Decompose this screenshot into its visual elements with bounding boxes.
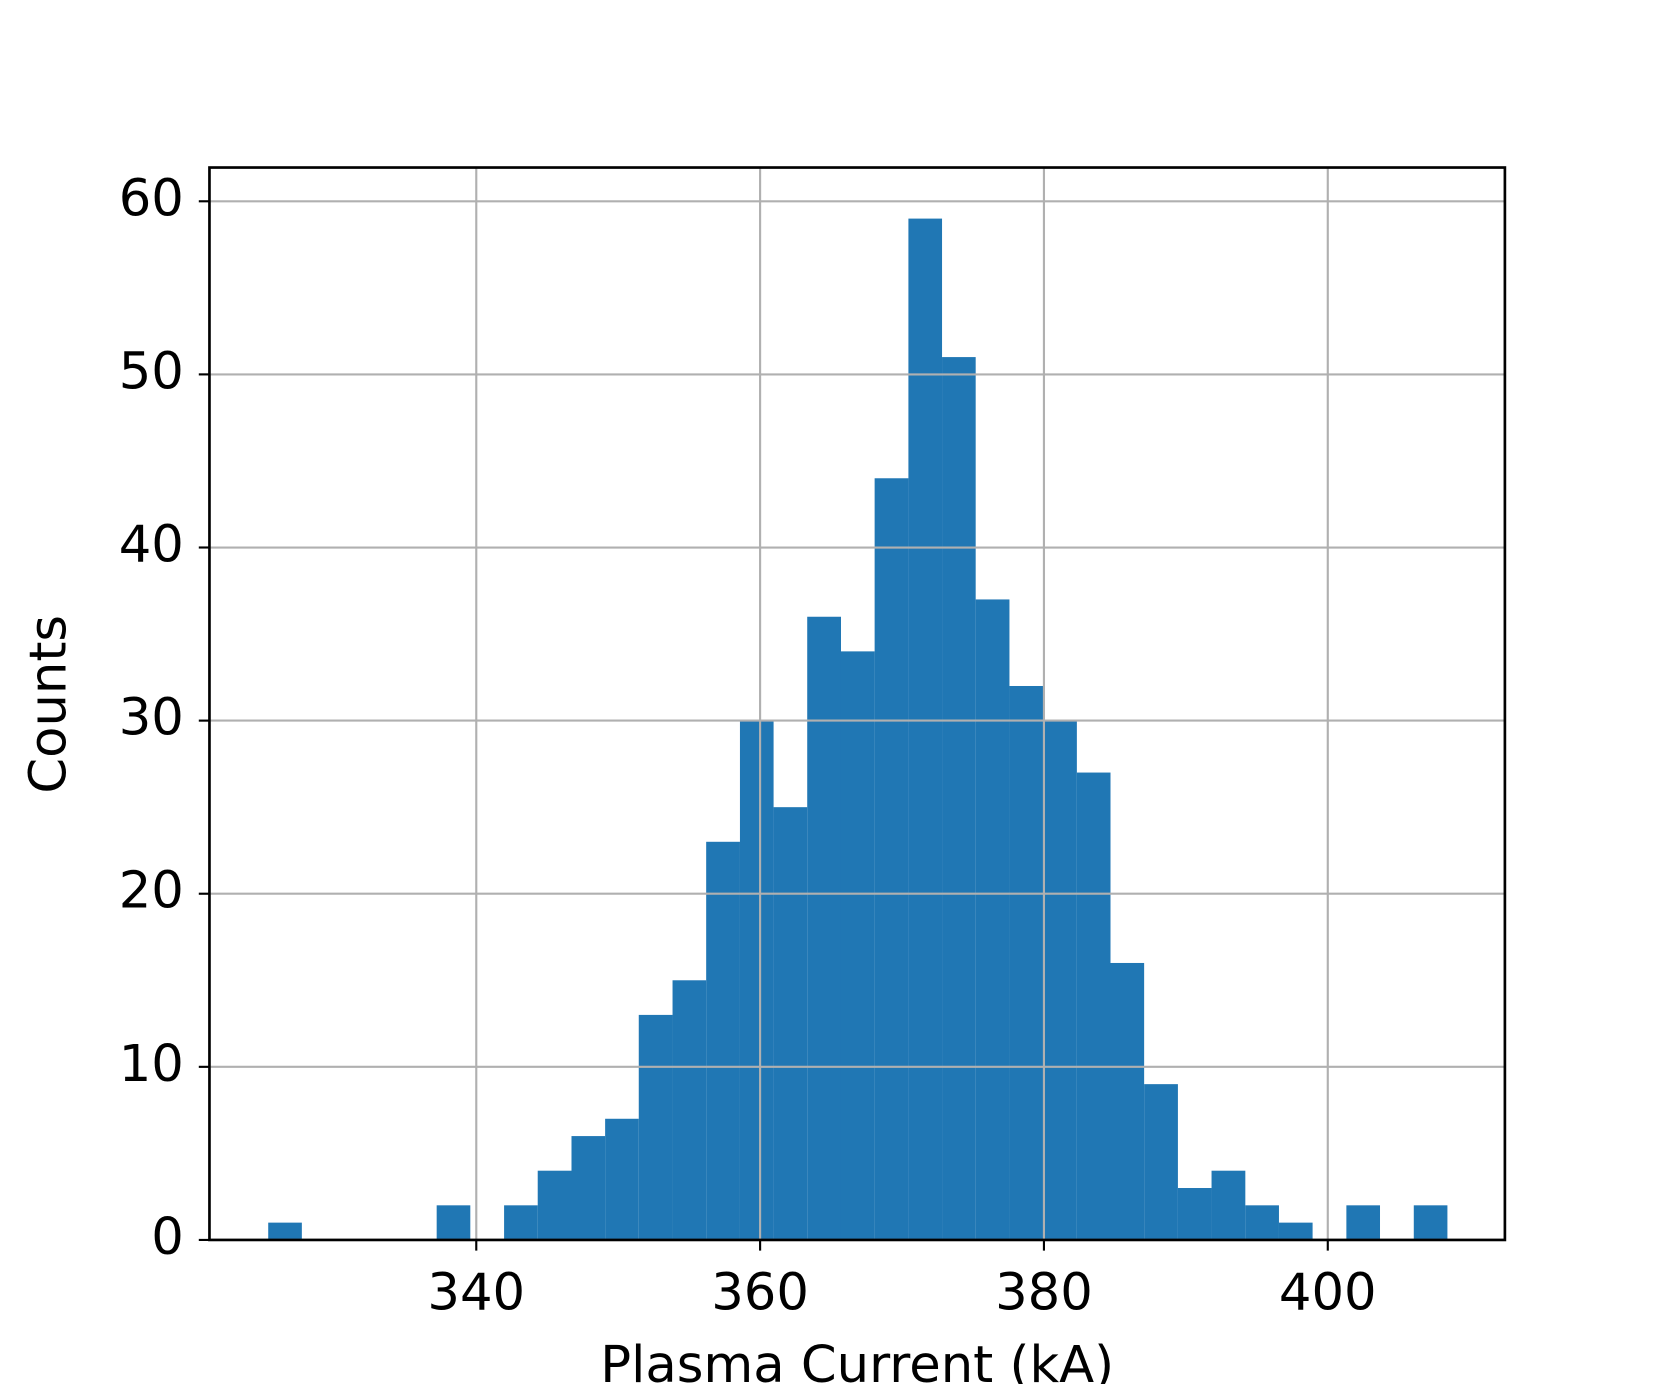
bar xyxy=(605,1118,639,1240)
y-axis-label: Counts xyxy=(19,615,79,794)
bar xyxy=(1346,1205,1381,1240)
y-tick-label: 40 xyxy=(119,515,184,575)
bar xyxy=(1211,1170,1246,1240)
bar xyxy=(874,478,909,1240)
bar xyxy=(908,218,943,1240)
bar xyxy=(1177,1188,1212,1240)
bar xyxy=(1009,685,1044,1240)
bar xyxy=(436,1205,471,1240)
y-tick-label: 50 xyxy=(119,341,184,401)
x-axis-label: Plasma Current (kA) xyxy=(600,1335,1114,1384)
x-tick-label: 340 xyxy=(427,1262,525,1322)
bar xyxy=(672,980,707,1240)
bar xyxy=(975,599,1010,1240)
y-tick-label: 20 xyxy=(119,861,184,921)
bar xyxy=(537,1170,572,1240)
bar xyxy=(268,1222,302,1240)
plot-frame xyxy=(208,166,1507,1242)
y-tick-label: 60 xyxy=(119,168,184,228)
x-tick-label: 400 xyxy=(1279,1262,1377,1322)
bar xyxy=(840,651,875,1240)
bar xyxy=(571,1136,606,1240)
bar xyxy=(638,1014,673,1240)
bar xyxy=(807,616,841,1240)
y-tick-label: 30 xyxy=(119,688,184,748)
bar xyxy=(1076,772,1111,1240)
bar xyxy=(504,1205,538,1240)
bar xyxy=(1413,1205,1448,1240)
bar xyxy=(1278,1222,1313,1240)
y-tick-label: 10 xyxy=(119,1034,184,1094)
x-tick-label: 360 xyxy=(711,1262,809,1322)
bar xyxy=(706,841,740,1240)
bar xyxy=(942,357,976,1240)
y-tick-label: 0 xyxy=(151,1207,184,1267)
bar xyxy=(739,720,774,1240)
bar xyxy=(773,807,808,1240)
bar xyxy=(1144,1084,1178,1240)
bar xyxy=(1245,1205,1279,1240)
x-tick-label: 380 xyxy=(995,1262,1093,1322)
bar xyxy=(1110,962,1145,1240)
bar xyxy=(1043,720,1077,1240)
